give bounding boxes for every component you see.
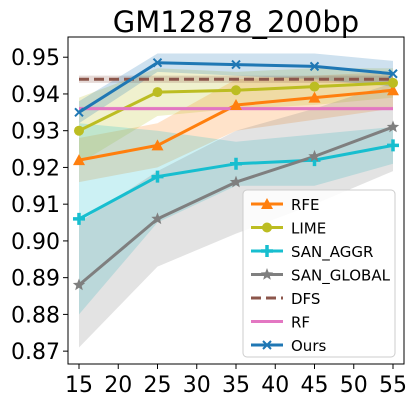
point-san-global xyxy=(229,175,243,188)
legend-marker-lime xyxy=(262,222,272,233)
point-lime xyxy=(152,87,163,98)
point-ours xyxy=(309,61,320,72)
legend-label-dfs: DFS xyxy=(291,290,320,308)
x-tick-label: 25 xyxy=(143,373,171,398)
legend-label-rfe: RFE xyxy=(291,196,320,214)
point-lime xyxy=(231,85,241,96)
legend-marker-san-global xyxy=(260,268,274,280)
point-san-aggr xyxy=(151,170,164,183)
point-ours xyxy=(74,107,84,118)
legend-marker-ours xyxy=(262,340,272,350)
x-tick-label: 20 xyxy=(104,373,132,398)
y-tick-label: 0.90 xyxy=(11,230,60,255)
point-san-global xyxy=(72,278,86,291)
x-axis: 15 20 25 30 35 40 45 50 55 xyxy=(65,364,407,398)
point-lime xyxy=(73,125,84,136)
y-tick-label: 0.88 xyxy=(11,303,60,328)
y-tick-label: 0.91 xyxy=(11,193,60,218)
point-lime xyxy=(309,81,320,92)
legend-marker-rfe xyxy=(261,198,273,209)
x-tick-label: 30 xyxy=(183,373,211,398)
legend-label-rf: RF xyxy=(291,314,310,332)
point-ours xyxy=(152,58,163,68)
legend-label-ours: Ours xyxy=(291,337,326,355)
x-tick-label: 50 xyxy=(340,373,368,398)
point-san-aggr xyxy=(72,212,85,225)
legend-marker-san-aggr xyxy=(261,245,273,257)
legend-label-lime: LIME xyxy=(291,220,326,238)
point-san-aggr xyxy=(387,139,400,152)
legend-label-san-global: SAN_GLOBAL xyxy=(291,267,391,286)
point-lime xyxy=(388,77,399,88)
point-rfe xyxy=(151,139,164,151)
chart-title: GM12878_200bp xyxy=(113,5,359,39)
x-tick-label: 40 xyxy=(261,373,289,398)
y-tick-label: 0.87 xyxy=(11,340,60,365)
band-ours xyxy=(79,53,393,124)
point-san-aggr xyxy=(230,157,242,170)
y-tick-label: 0.92 xyxy=(11,156,60,181)
band-san-global xyxy=(79,82,393,348)
x-tick-label: 35 xyxy=(222,373,250,398)
point-san-global xyxy=(386,120,400,133)
x-tick-label: 45 xyxy=(301,373,329,398)
point-san-global xyxy=(308,149,321,162)
y-tick-label: 0.95 xyxy=(11,46,60,71)
legend: RFE LIME SAN_AGGR SAN_GLOBAL DFS RF Ours xyxy=(242,189,396,358)
x-tick-label: 15 xyxy=(65,373,93,398)
legend-box xyxy=(242,189,396,358)
point-rfe xyxy=(308,91,321,103)
point-ours xyxy=(231,59,241,70)
series-markers xyxy=(72,58,400,291)
point-rfe xyxy=(387,84,400,96)
y-axis: 0.87 0.88 0.89 0.90 0.91 0.92 0.93 0.94 0.95 xyxy=(11,46,68,365)
y-tick-label: 0.89 xyxy=(11,267,60,292)
point-rfe xyxy=(230,98,242,110)
point-ours xyxy=(388,69,398,79)
x-tick-label: 55 xyxy=(379,373,407,398)
legend-label-san-aggr: SAN_AGGR xyxy=(291,243,373,262)
y-tick-label: 0.94 xyxy=(11,83,60,108)
y-tick-label: 0.93 xyxy=(11,120,60,145)
point-san-global xyxy=(151,212,164,225)
point-rfe xyxy=(72,154,85,166)
